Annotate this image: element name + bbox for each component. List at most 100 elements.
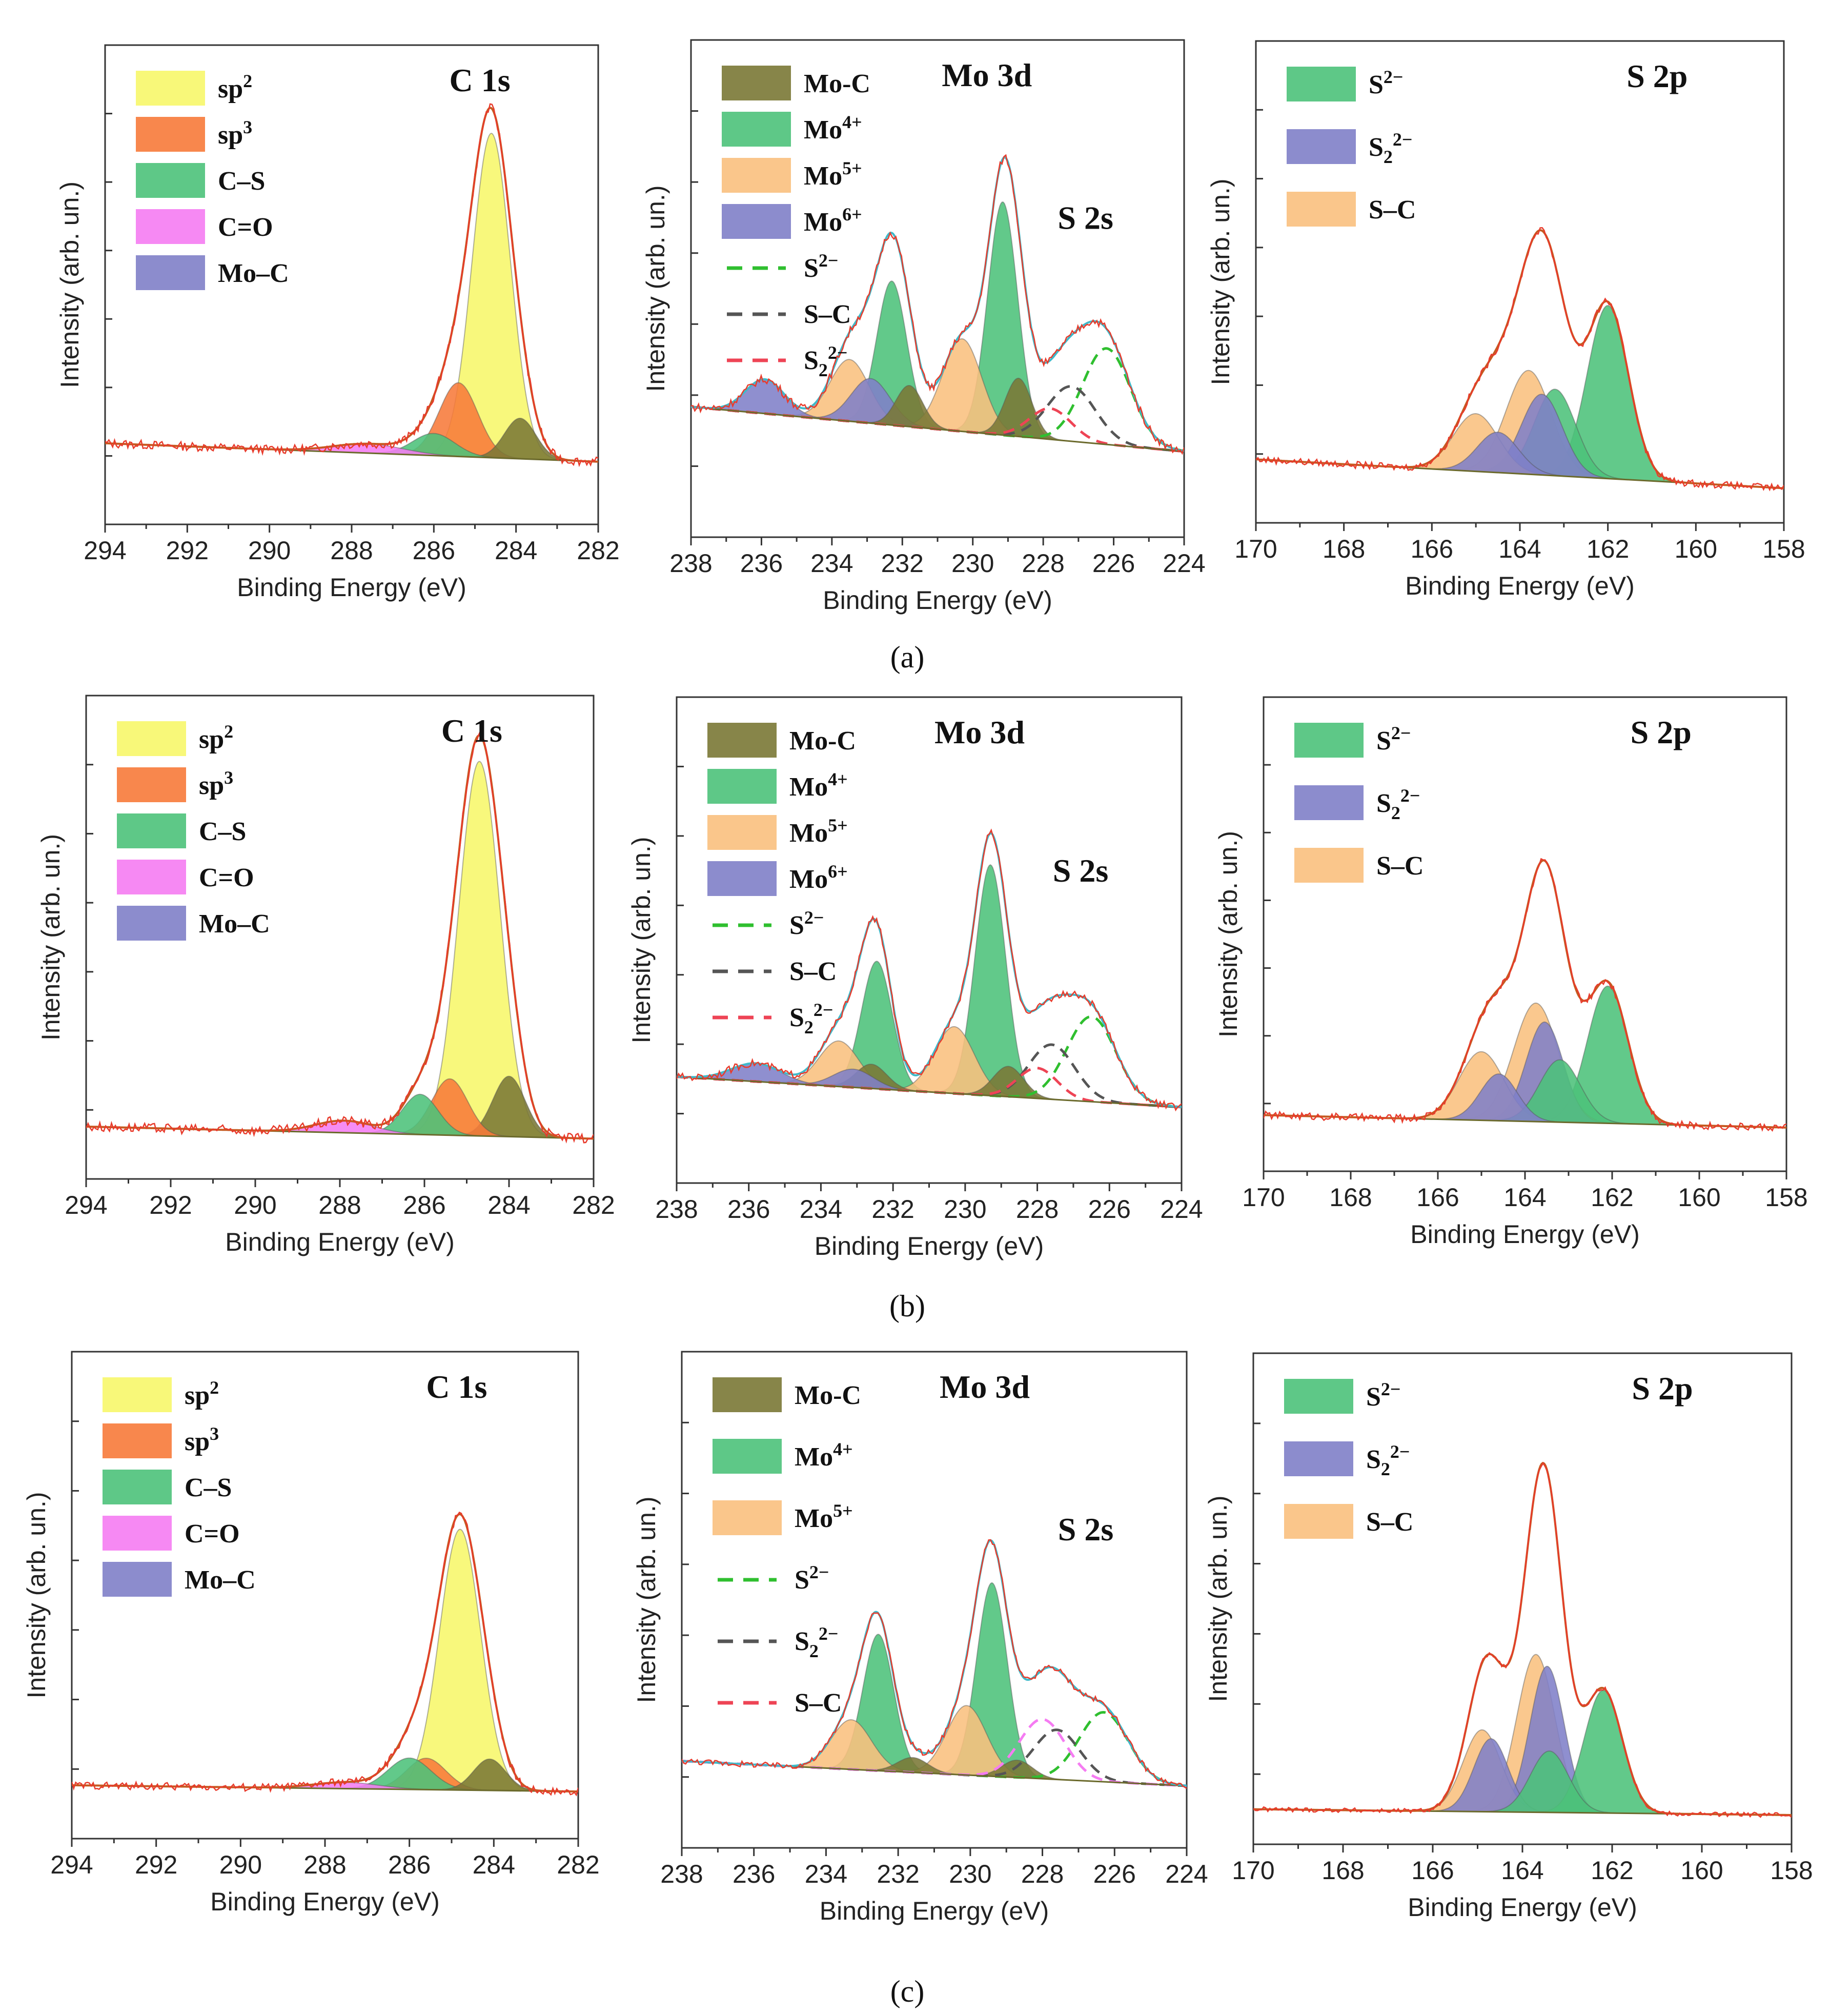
- a-s2p-xtick-label: 162: [1587, 535, 1629, 563]
- c-c1s-xtick-label: 292: [135, 1850, 177, 1879]
- c-s2p-title: S 2p: [1632, 1370, 1693, 1407]
- c-c1s-legend-label: sp2: [185, 1377, 219, 1410]
- c-mo3d-legend-swatch: [713, 1500, 782, 1535]
- a-c1s-raw-data: [105, 103, 598, 467]
- c-s2p-legend-label: S22−: [1366, 1441, 1410, 1479]
- b-c1s-ylabel: Intensity (arb. un.): [36, 834, 65, 1041]
- a-s2p-xtick-label: 164: [1498, 535, 1541, 563]
- b-mo3d-xtick-label: 234: [800, 1195, 842, 1224]
- c-s2p-legend-label: S2−: [1366, 1379, 1400, 1412]
- a-mo3d-raw-data: [691, 154, 1184, 455]
- c-c1s-xtick-label: 290: [219, 1850, 262, 1879]
- c-c1s-legend-swatch: [103, 1377, 172, 1412]
- b-mo3d-legend-swatch: [707, 815, 777, 850]
- c-c1s-xtick-label: 286: [388, 1850, 431, 1879]
- c-s2p-plot-area: [1253, 1461, 1792, 1818]
- b-c1s-xtick-label: 284: [487, 1191, 530, 1219]
- c-mo3d-xtick-label: 238: [660, 1860, 703, 1888]
- b-c1s-legend-swatch: [117, 860, 186, 894]
- a-mo3d-legend-swatch: [722, 112, 791, 147]
- c-mo3d-xtick-label: 234: [805, 1860, 847, 1888]
- a-c1s-xlabel: Binding Energy (eV): [237, 573, 466, 602]
- b-c1s-title: C 1s: [441, 712, 502, 749]
- a-s2p-ylabel: Intensity (arb. un.): [1206, 179, 1235, 385]
- a-mo3d-xtick-label: 226: [1092, 549, 1135, 578]
- c-s2p-xtick-label: 162: [1591, 1856, 1633, 1885]
- a-mo3d-xtick-label: 236: [740, 549, 783, 578]
- a-s2p-panel: 170 168 166 164 162 160 158 Binding Energy (eV)…: [1206, 40, 1805, 600]
- b-c1s-legend-swatch: [117, 767, 186, 802]
- b-c1s-xtick-label: 292: [149, 1191, 192, 1219]
- a-mo3d-xtick-label: 232: [881, 549, 924, 578]
- c-s2p-xtick-label: 168: [1321, 1856, 1364, 1885]
- a-c1s-xtick-label: 286: [413, 536, 455, 565]
- c-c1s-xtick-label: 284: [473, 1850, 515, 1879]
- c-c1s-title: C 1s: [426, 1369, 487, 1405]
- a-s2p-legend-swatch: [1287, 129, 1356, 164]
- c-mo3d-legend-swatch: [713, 1439, 782, 1474]
- a-mo3d-xlabel: Binding Energy (eV): [823, 586, 1052, 615]
- c-c1s-xtick-label: 288: [303, 1850, 346, 1879]
- b-mo3d-raw-data: [677, 828, 1182, 1112]
- c-s2p-legend-swatch: [1284, 1379, 1353, 1414]
- b-mo3d-xtick-label: 228: [1016, 1195, 1059, 1224]
- c-c1s-legend-swatch: [103, 1516, 172, 1551]
- a-c1s-panel: 294 292 290 288 286 284 282 Binding Energy (eV)…: [55, 44, 620, 602]
- a-mo3d-plot-area: [691, 154, 1184, 455]
- c-c1s-legend-swatch: [103, 1562, 172, 1597]
- b-c1s-xlabel: Binding Energy (eV): [225, 1228, 454, 1256]
- b-c1s-xtick-label: 290: [234, 1191, 276, 1219]
- a-s2p-plot-area: [1256, 227, 1784, 492]
- c-c1s-ylabel: Intensity (arb. un.): [22, 1492, 51, 1699]
- b-c1s-legend-swatch: [117, 906, 186, 941]
- b-mo3d-plot-area: [677, 828, 1182, 1112]
- b-c1s-legend-label: sp3: [199, 767, 233, 800]
- c-s2p-xtick-label: 166: [1411, 1856, 1454, 1885]
- a-s2p-legend: S2− S22− S–C: [1287, 67, 1416, 227]
- b-mo3d-panel: 238 236 234 232 230 228 226 224 Binding Energy (…: [627, 696, 1203, 1260]
- b-mo3d-annotation: S 2s: [1053, 852, 1109, 889]
- c-mo3d-raw-data: [682, 1539, 1187, 1789]
- a-s2p-xtick-label: 170: [1234, 535, 1277, 563]
- a-c1s-legend-swatch: [136, 117, 205, 152]
- c-s2p-legend-swatch: [1284, 1441, 1353, 1476]
- b-c1s-legend-label: sp2: [199, 721, 233, 754]
- a-c1s-legend-swatch: [136, 163, 205, 198]
- b-c1s-legend-label: C–S: [199, 817, 246, 846]
- c-mo3d-legend-label: S2−: [795, 1562, 829, 1595]
- b-mo3d-legend-label: Mo-C: [789, 726, 856, 756]
- b-c1s-raw-data: [86, 729, 594, 1144]
- a-s2p-title: S 2p: [1626, 58, 1687, 94]
- c-mo3d-title: Mo 3d: [940, 1369, 1030, 1405]
- b-mo3d-legend-swatch: [707, 723, 777, 758]
- b-s2p-ylabel: Intensity (arb. un.): [1214, 831, 1243, 1037]
- b-mo3d-baseline: [677, 1076, 1182, 1108]
- c-s2p-xlabel: Binding Energy (eV): [1408, 1893, 1637, 1922]
- b-s2p-plot-area: [1264, 858, 1786, 1132]
- b-s2p-legend: S2− S22− S–C: [1294, 723, 1424, 883]
- a-mo3d-legend-swatch: [722, 66, 791, 100]
- b-s2p-legend-label: S2−: [1376, 723, 1411, 756]
- c-mo3d-legend-label: Mo4+: [795, 1439, 853, 1472]
- c-mo3d-xlabel: Binding Energy (eV): [820, 1897, 1049, 1925]
- b-s2p-panel: 170 168 166 164 162 160 158 Binding Energy (eV)…: [1214, 696, 1808, 1249]
- a-s2p-xtick-label: 166: [1411, 535, 1453, 563]
- a-c1s-legend-swatch: [136, 255, 205, 290]
- b-mo3d-legend-label: S22−: [789, 1000, 833, 1037]
- c-s2p-xtick-label: 170: [1232, 1856, 1274, 1885]
- a-s2p-legend-swatch: [1287, 192, 1356, 227]
- c-s2p-xtick-label: 158: [1770, 1856, 1813, 1885]
- a-c1s-xtick-label: 288: [330, 536, 373, 565]
- c-c1s-legend: sp2 sp3 C–S C=O Mo–C: [103, 1377, 256, 1597]
- a-mo3d-legend-label: S22−: [804, 342, 847, 380]
- a-mo3d-baseline: [691, 406, 1184, 453]
- a-s2p-xtick-label: 160: [1675, 535, 1717, 563]
- c-mo3d-legend-label: S22−: [795, 1623, 838, 1661]
- a-mo3d-xtick-label: 238: [669, 549, 712, 578]
- a-s2p-xlabel: Binding Energy (eV): [1405, 572, 1634, 600]
- b-s2p-legend-swatch: [1294, 723, 1364, 758]
- b-mo3d-xtick-label: 230: [944, 1195, 986, 1224]
- a-c1s-legend-label: C=O: [218, 213, 273, 242]
- b-s2p-legend-label: S22−: [1376, 785, 1420, 823]
